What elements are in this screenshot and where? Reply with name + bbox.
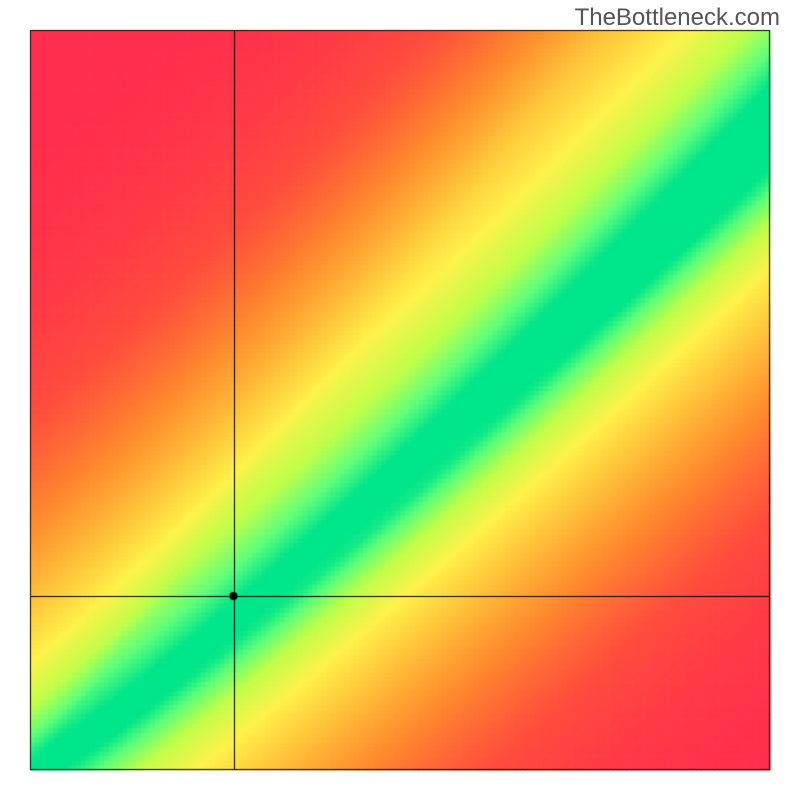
bottleneck-heatmap <box>0 0 800 800</box>
watermark-text: TheBottleneck.com <box>575 4 780 32</box>
